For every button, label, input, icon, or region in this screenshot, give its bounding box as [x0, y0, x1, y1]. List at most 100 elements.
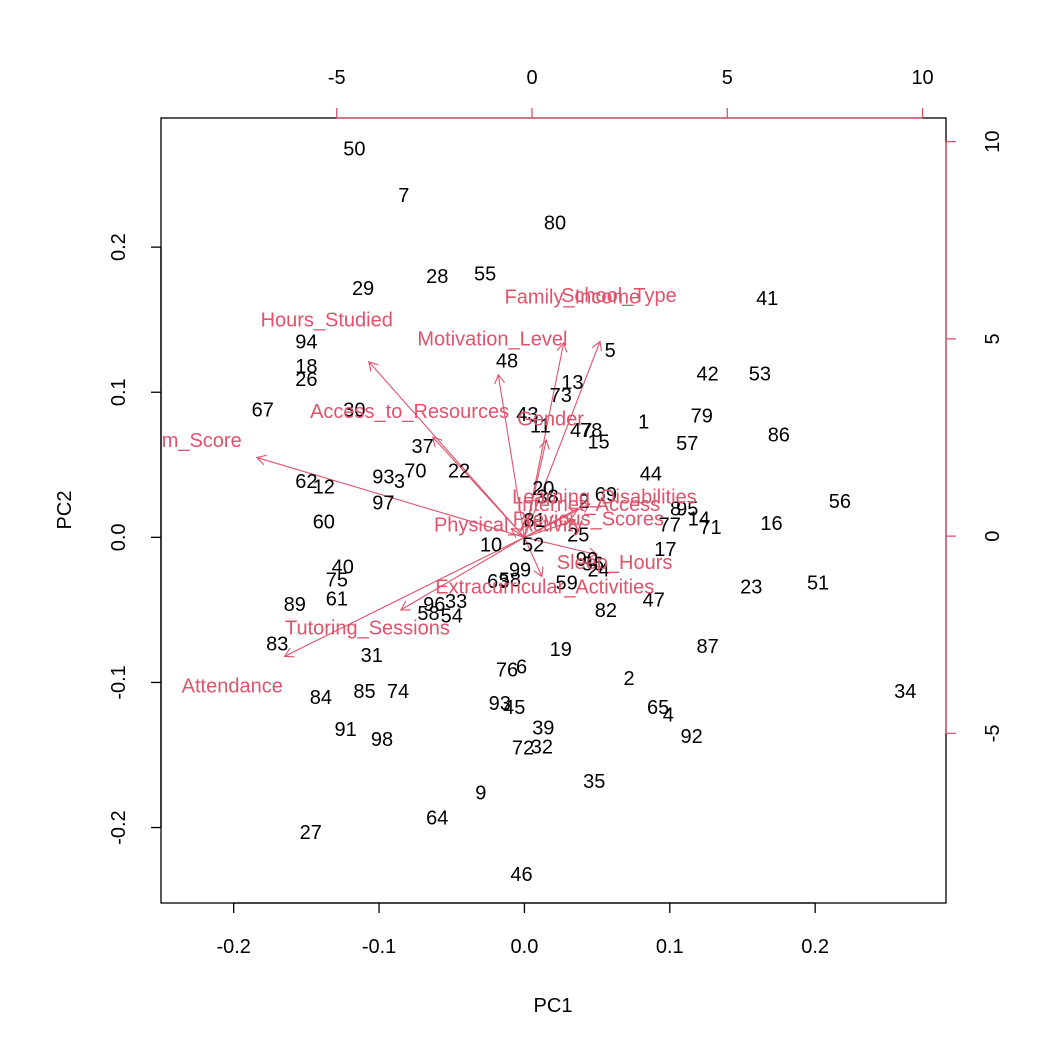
point-label: 82 — [595, 600, 617, 622]
point-label: 58 — [417, 603, 439, 625]
point-label: 2 — [578, 491, 589, 513]
variable-label: Extracurricular_Activities — [435, 577, 654, 599]
variable-label: Family_Income — [505, 286, 641, 308]
loading-arrow — [524, 519, 576, 538]
point-label: 14 — [688, 508, 710, 530]
point-label: 16 — [760, 513, 782, 535]
point-label: 47 — [570, 420, 592, 442]
loading-arrow — [524, 507, 579, 538]
point-label: 43 — [516, 404, 538, 426]
point-label: 13 — [561, 372, 583, 394]
loading-arrow — [523, 440, 547, 538]
point-label: 1 — [638, 411, 649, 433]
point-label: 54 — [441, 606, 463, 628]
point-label: 98 — [371, 729, 393, 751]
top-tick-label: 5 — [722, 67, 733, 89]
point-label: 60 — [313, 511, 335, 533]
point-label: 50 — [343, 138, 365, 160]
point-label: 97 — [372, 493, 394, 515]
point-label: 28 — [426, 266, 448, 288]
point-label: 64 — [426, 807, 448, 829]
point-label: 79 — [691, 405, 713, 427]
bottom-tick-label: 0.1 — [656, 936, 684, 958]
point-label: 24 — [587, 559, 609, 581]
point-label: 81 — [523, 510, 545, 532]
variable-label: Hours_Studied — [261, 310, 393, 332]
left-tick-label: 0.2 — [108, 233, 130, 261]
point-label: 46 — [510, 864, 532, 886]
point-label: 86 — [768, 424, 790, 446]
variable-label: School_Type — [561, 285, 677, 307]
point-label: 39 — [532, 717, 554, 739]
top-tick-label: 10 — [911, 67, 933, 89]
point-label: 51 — [807, 572, 829, 594]
point-label: 93 — [489, 693, 511, 715]
point-label: 89 — [284, 594, 306, 616]
variable-label: Sleep_Hours — [557, 552, 673, 574]
point-label: 91 — [334, 719, 356, 741]
point-label: 47 — [643, 590, 665, 612]
point-label: 40 — [332, 556, 354, 578]
loading-arrowhead — [533, 566, 544, 578]
point-label: 37 — [412, 436, 434, 458]
right-tick-label: 10 — [982, 131, 1004, 153]
point-label: 94 — [295, 331, 317, 353]
loading-arrowhead — [565, 517, 577, 528]
loading-arrows — [255, 340, 603, 658]
right-tick-label: -5 — [982, 724, 1004, 742]
point-label: 57 — [676, 433, 698, 455]
point-label: 7 — [398, 185, 409, 207]
point-label: 27 — [300, 822, 322, 844]
point-label: 34 — [894, 681, 916, 703]
point-label: 44 — [640, 463, 662, 485]
variable-label: Internet_Access — [517, 494, 660, 516]
loading-arrow — [368, 361, 525, 538]
right-axis: -5 0 5 10 — [945, 131, 1004, 742]
point-label: 5 — [605, 340, 616, 362]
top-axis: -5 0 5 10 — [328, 67, 934, 119]
x-axis-title: PC1 — [534, 995, 573, 1017]
variable-label: Motivation_Level — [417, 329, 567, 351]
point-label: 85 — [353, 681, 375, 703]
loading-arrow — [432, 436, 525, 538]
point-label: 74 — [387, 681, 409, 703]
point-label: 32 — [531, 736, 553, 758]
point-label: 87 — [696, 636, 718, 658]
point-label: 62 — [295, 471, 317, 493]
loading-arrow — [523, 342, 565, 538]
bottom-tick-label: 0.2 — [801, 936, 829, 958]
loading-arrow — [511, 528, 525, 538]
point-label: 99 — [509, 559, 531, 581]
loading-arrowhead — [432, 436, 443, 448]
point-label: 90 — [576, 549, 598, 571]
bottom-tick-label: -0.1 — [362, 936, 396, 958]
point-label: 75 — [326, 569, 348, 591]
point-label: 3 — [394, 471, 405, 493]
loading-arrow — [497, 374, 525, 538]
variable-label: m_Score — [162, 430, 242, 452]
bottom-tick-label: -0.2 — [216, 936, 250, 958]
point-label: 18 — [295, 356, 317, 378]
point-label: 17 — [654, 539, 676, 561]
point-label: 33 — [445, 591, 467, 613]
point-label: 2 — [624, 668, 635, 690]
loading-arrow — [523, 341, 601, 538]
loading-arrowhead — [510, 528, 522, 538]
point-label: 12 — [313, 477, 335, 499]
loading-arrowhead — [579, 502, 591, 513]
loading-arrowhead — [368, 360, 379, 372]
point-label: 41 — [756, 288, 778, 310]
point-label: 59 — [555, 572, 577, 594]
point-label: 31 — [361, 645, 383, 667]
point-label: 42 — [696, 363, 718, 385]
top-tick-label: 0 — [526, 67, 537, 89]
loading-arrowhead — [494, 373, 505, 385]
variable-label: Learning_Disabilities — [512, 487, 697, 509]
point-label: 80 — [544, 212, 566, 234]
loading-arrowhead — [568, 507, 580, 518]
point-label: 71 — [699, 517, 721, 539]
point-label: 30 — [343, 400, 365, 422]
point-label: 65 — [647, 697, 669, 719]
